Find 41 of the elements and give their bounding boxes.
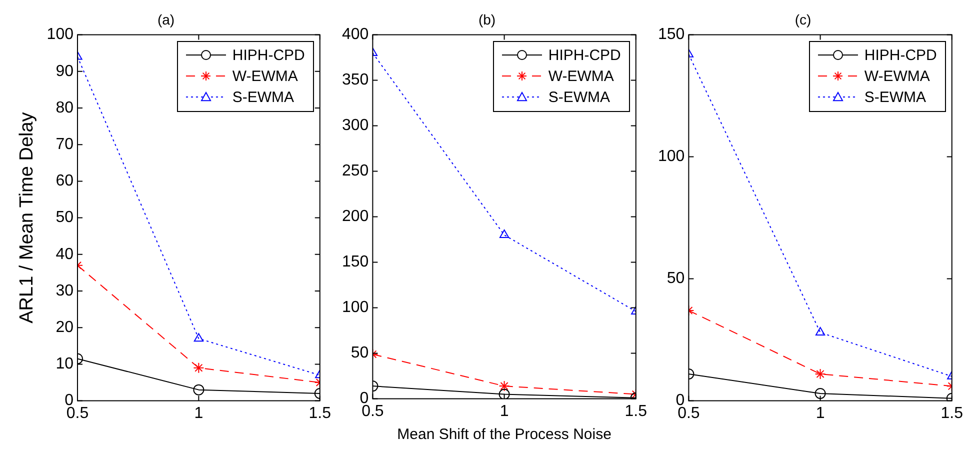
y-tick-label: 10 — [56, 356, 74, 373]
y-tick-label: 100 — [658, 148, 685, 166]
legend-label: HIPH-CPD — [232, 46, 305, 66]
x-tick-label: 1.5 — [940, 404, 964, 422]
x-tick-label: 1 — [500, 402, 509, 420]
y-tick-label: 200 — [342, 208, 369, 226]
y-tick-label: 70 — [56, 136, 74, 154]
y-tick-label: 300 — [342, 117, 369, 134]
legend-label: W-EWMA — [548, 66, 614, 87]
y-axis-title: ARL1 / Mean Time Delay — [16, 112, 38, 324]
y-tick-label: 150 — [342, 254, 369, 271]
y-tick-label: 100 — [342, 299, 369, 316]
legend-label: S-EWMA — [548, 88, 610, 108]
y-tick-label: 400 — [342, 26, 369, 44]
x-tick-label: 1.5 — [624, 402, 648, 420]
legend-label: HIPH-CPD — [548, 46, 621, 66]
chart-title: (c) — [794, 11, 812, 28]
y-tick-label: 150 — [658, 26, 685, 44]
x-axis-title: Mean Shift of the Process Noise — [397, 426, 612, 444]
legend-label: S-EWMA — [864, 88, 926, 108]
legend-label: S-EWMA — [232, 88, 294, 108]
x-tick-label: 1 — [816, 404, 825, 422]
y-tick-label: 60 — [56, 172, 74, 190]
legend-label: W-EWMA — [232, 66, 298, 87]
y-tick-label: 250 — [342, 162, 369, 180]
y-tick-label: 50 — [350, 344, 369, 362]
y-tick-label: 50 — [666, 270, 685, 288]
y-tick-label: 40 — [56, 246, 74, 263]
y-tick-label: 50 — [56, 209, 74, 226]
y-tick-label: 350 — [342, 72, 369, 89]
x-tick-label: 1.5 — [308, 404, 332, 422]
y-tick-label: 90 — [56, 62, 74, 80]
chart-title: (b) — [478, 11, 496, 28]
chart-title: (a) — [157, 11, 175, 28]
y-tick-label: 100 — [46, 26, 74, 44]
legend-label: W-EWMA — [864, 66, 930, 87]
x-tick-label: 1 — [194, 404, 204, 422]
y-tick-label: 30 — [56, 282, 74, 300]
y-tick-label: 80 — [56, 99, 74, 116]
legend-label: HIPH-CPD — [864, 46, 937, 66]
y-tick-label: 20 — [56, 319, 74, 336]
